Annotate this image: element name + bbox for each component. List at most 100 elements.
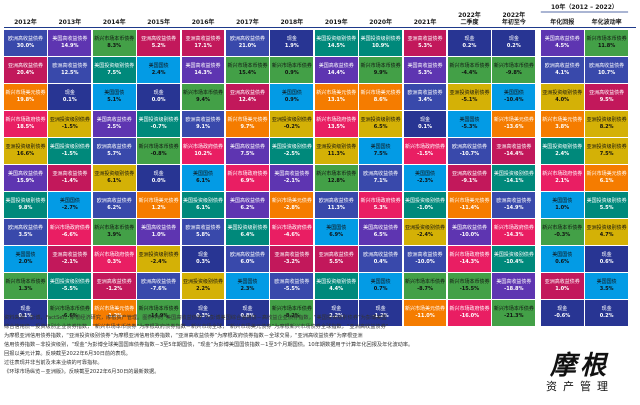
- table-cell: 美国国债 2.4%: [137, 57, 181, 83]
- cell-label: 新兴市场本币债券: [449, 63, 490, 70]
- table-cell: 新兴市场本币债券 1.3%: [4, 273, 47, 299]
- cell-label: 欧洲高收益债券: [7, 225, 43, 232]
- cell-value: 9.5%: [599, 97, 614, 104]
- cell-value: 8.6%: [373, 97, 388, 104]
- cell-value: 6.9%: [240, 178, 255, 185]
- table-cell: 欧洲高收益债券 0.4%: [359, 246, 403, 272]
- cell-value: 14.5%: [327, 43, 345, 50]
- cell-value: -10.7%: [459, 151, 480, 158]
- cell-label: 亚洲高收益债券: [96, 279, 132, 286]
- cell-value: 5.3%: [418, 70, 432, 77]
- cell-label: 新兴市场本币债券: [271, 306, 312, 313]
- cell-value: -18.8%: [504, 286, 524, 293]
- table-cell: 美国投资级别债券 9.8%: [4, 192, 47, 218]
- table-cell: 亚洲投资级别债券 7.5%: [585, 138, 629, 164]
- cell-label: 新兴市场美元债券: [138, 198, 179, 205]
- table-cell: 新兴市场政府债券 10.2%: [181, 138, 225, 164]
- cell-label: 现金: [508, 36, 519, 43]
- cell-value: 0.3%: [196, 313, 210, 320]
- table-cell: 美国高收益债券 6.5%: [359, 219, 403, 245]
- table-cell: 亚洲高收益债券 5.2%: [137, 30, 181, 56]
- cell-value: 7.5%: [373, 151, 388, 158]
- cell-label: 新兴市场本币债券: [94, 225, 135, 232]
- cell-value: 1.0%: [555, 286, 570, 293]
- cell-label: 新兴市场政府债券: [316, 117, 357, 124]
- cell-value: -2.4%: [417, 232, 434, 239]
- cell-label: 美国国债: [415, 171, 436, 178]
- table-cell: 欧洲高收益债券 -14.9%: [492, 192, 536, 218]
- cell-label: 亚洲投资级别债券: [586, 144, 627, 151]
- column-header: 2022年: [458, 11, 481, 19]
- table-cell: 亚洲高收益债券 -1.4%: [48, 165, 92, 191]
- table-cell: 欧洲高收益债券 -10.7%: [448, 138, 491, 164]
- table-cell: 亚洲投资级别债券 11.3%: [314, 138, 358, 164]
- cell-value: 17.1%: [194, 43, 212, 50]
- table-cell: 新兴市场本币债券 9.9%: [359, 57, 403, 83]
- table-cell: 亚洲高收益债券 17.1%: [181, 30, 225, 56]
- cell-label: 美国国债: [104, 90, 125, 97]
- table-cell: 美国国债 3.5%: [585, 273, 629, 299]
- cell-value: 13.1%: [327, 97, 345, 104]
- cell-value: 0.2%: [462, 43, 477, 50]
- cell-label: 现金: [286, 36, 297, 43]
- cell-value: 0.8%: [240, 313, 255, 320]
- cell-value: -10.4%: [504, 97, 524, 104]
- cell-value: -11.0%: [415, 313, 435, 320]
- table-cell: 新兴市场美元债券 -13.6%: [492, 111, 536, 137]
- table-cell: 新兴市场本币债券 0.9%: [270, 57, 314, 83]
- cell-label: 亚洲高收益债券: [451, 171, 487, 178]
- table-cell: 现金 2.2%: [314, 300, 358, 326]
- table-cell: 欧洲高收益债券 6.0%: [226, 246, 269, 272]
- cell-label: 新兴市场政府债券: [49, 225, 90, 232]
- cell-value: 8.2%: [599, 124, 614, 131]
- table-cell: 新兴市场本币债券 -0.3%: [540, 219, 584, 245]
- column-header: 2014年: [103, 18, 126, 26]
- cell-label: 新兴市场本币债券: [94, 36, 135, 43]
- cell-value: 18.5%: [16, 124, 35, 131]
- cell-label: 美国投资级别债券: [5, 198, 46, 205]
- footnote: 资料来源：彭博，FactSet，摩根经济研究，摩根资产管理。图例中的“美国高收益…: [4, 314, 524, 377]
- cell-label: 新兴市场美元债券: [449, 198, 490, 205]
- cell-value: 9.8%: [18, 205, 33, 212]
- table-cell: 新兴市场政府债券 0.3%: [92, 246, 136, 272]
- cell-value: 4.0%: [555, 97, 570, 104]
- cell-value: 4.4%: [329, 286, 344, 293]
- table-cell: 现金 0.1%: [48, 84, 92, 110]
- table-cell: 新兴市场美元债券 6.1%: [585, 165, 629, 191]
- cell-label: 现金: [464, 36, 475, 43]
- column-header: 年化回报: [550, 18, 574, 26]
- cell-value: -5.1%: [461, 97, 478, 104]
- cell-value: 15.9%: [16, 178, 35, 185]
- cell-value: -13.6%: [504, 124, 524, 131]
- cell-label: 新兴市场政府债券: [542, 171, 583, 178]
- table-cell: 亚洲投资级别债券 16.6%: [4, 138, 47, 164]
- table-cell: 现金 0.2%: [585, 300, 629, 326]
- cell-value: 5.1%: [107, 97, 122, 104]
- cell-label: 现金: [20, 306, 31, 313]
- column-header: 2013年: [58, 18, 81, 26]
- cell-value: 7.5%: [240, 151, 255, 158]
- table-cell: 新兴市场本币债券 12.8%: [314, 165, 358, 191]
- cell-label: 亚洲高收益债券: [318, 252, 354, 259]
- column-headers: 2012年 2013年 2014年 2015年 2016年 2017年 2018年 2019年…: [14, 3, 629, 26]
- cell-value: 30.0%: [16, 43, 35, 50]
- cell-label: 美国投资级别债券: [316, 36, 357, 43]
- table-cell: 美国高收益债券 1.0%: [137, 219, 181, 245]
- cell-value: 7.5%: [107, 70, 122, 77]
- cell-value: 2.2%: [329, 313, 344, 320]
- cell-value: -14.3%: [459, 259, 480, 266]
- table-cell: 现金 0.8%: [226, 300, 269, 326]
- table-cell: 现金 0.0%: [137, 84, 181, 110]
- cell-value: 0.0%: [151, 97, 166, 104]
- cell-label: 新兴市场美元债券: [316, 90, 357, 97]
- table-cell: 欧洲高收益债券 9.1%: [181, 111, 225, 137]
- table-cell: 亚洲高收益债券 1.0%: [540, 273, 584, 299]
- cell-label: 欧洲高收益债券: [407, 252, 443, 259]
- cell-value: 3.4%: [418, 97, 432, 104]
- cell-value: 0.6%: [599, 259, 614, 266]
- cell-label: 亚洲投资级别债券: [94, 171, 135, 178]
- table-cell: 亚洲投资级别债券 2.2%: [181, 273, 225, 299]
- cell-label: 美国投资级别债券: [49, 279, 90, 286]
- footnote-line: 综合信用债－投资级别企业债券指数，“新兴市场本币债券”为摩根政府债券指数－新兴市…: [4, 324, 389, 330]
